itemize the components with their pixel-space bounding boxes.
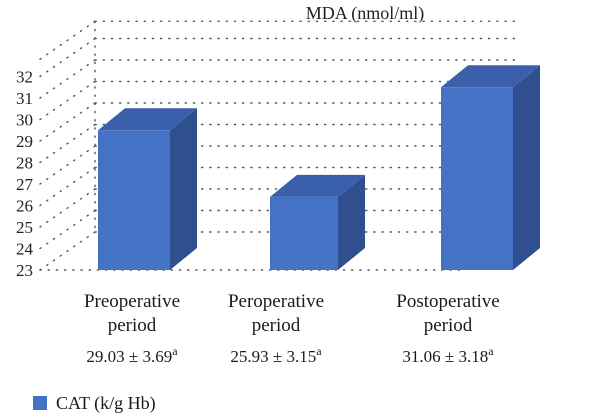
y-tick-label: 23	[16, 261, 33, 280]
gridline-side-6	[39, 102, 96, 142]
bar-front-face	[270, 196, 338, 270]
bar-0	[98, 108, 197, 270]
category-label: Peroperative period	[228, 291, 324, 336]
gridline-side-9	[39, 37, 96, 78]
legend-swatch	[33, 396, 47, 410]
gridline-side-1	[39, 209, 96, 250]
y-tick-label: 30	[16, 111, 33, 130]
y-axis-ticks: 23 24 25 26 27 28 29 30 31 32	[16, 68, 34, 281]
category-label: Preoperative period	[84, 291, 180, 336]
y-tick-label: 29	[16, 132, 33, 151]
y-tick-label: 25	[16, 218, 33, 237]
bar-1	[270, 174, 365, 270]
category-label: Postoperative period	[396, 291, 499, 336]
gridline-side-0	[39, 231, 96, 271]
y-tick-label: 24	[16, 240, 34, 259]
y-tick-label: 32	[16, 68, 33, 87]
bar-side-face	[170, 108, 197, 270]
bars	[98, 65, 540, 270]
gridline-side-5	[39, 123, 96, 164]
chart-title: MDA (nmol/ml)	[306, 3, 425, 24]
gridline-side-10	[39, 20, 96, 60]
bar-top-face	[270, 174, 365, 197]
bar-front-face	[98, 130, 170, 270]
bar-top-face	[98, 108, 197, 131]
gridline-side-4	[39, 145, 96, 185]
legend: CAT (k/g Hb)	[33, 393, 156, 414]
bar-2	[441, 65, 540, 270]
stat-labels: 29.03 ± 3.69a 25.93 ± 3.15a 31.06 ± 3.18a	[86, 344, 494, 366]
y-tick-label: 26	[16, 197, 33, 216]
stat-label: 25.93 ± 3.15a	[230, 344, 322, 366]
bar-top-face	[441, 65, 540, 88]
gridline-side-7	[39, 80, 96, 121]
gridline-side-2	[39, 188, 96, 228]
stat-label: 31.06 ± 3.18a	[402, 344, 494, 366]
bar-front-face	[441, 87, 513, 270]
category-labels: Preoperative period Peroperative period Post…	[84, 291, 500, 336]
bar-side-face	[338, 174, 365, 270]
legend-label: CAT (k/g Hb)	[56, 393, 156, 414]
gridline-side-8	[39, 59, 96, 99]
bar-side-face	[513, 65, 540, 270]
y-tick-label: 27	[16, 175, 34, 194]
y-tick-label: 31	[16, 89, 33, 108]
y-tick-label: 28	[16, 154, 33, 173]
stat-label: 29.03 ± 3.69a	[86, 344, 178, 366]
gridline-side-3	[39, 166, 96, 207]
